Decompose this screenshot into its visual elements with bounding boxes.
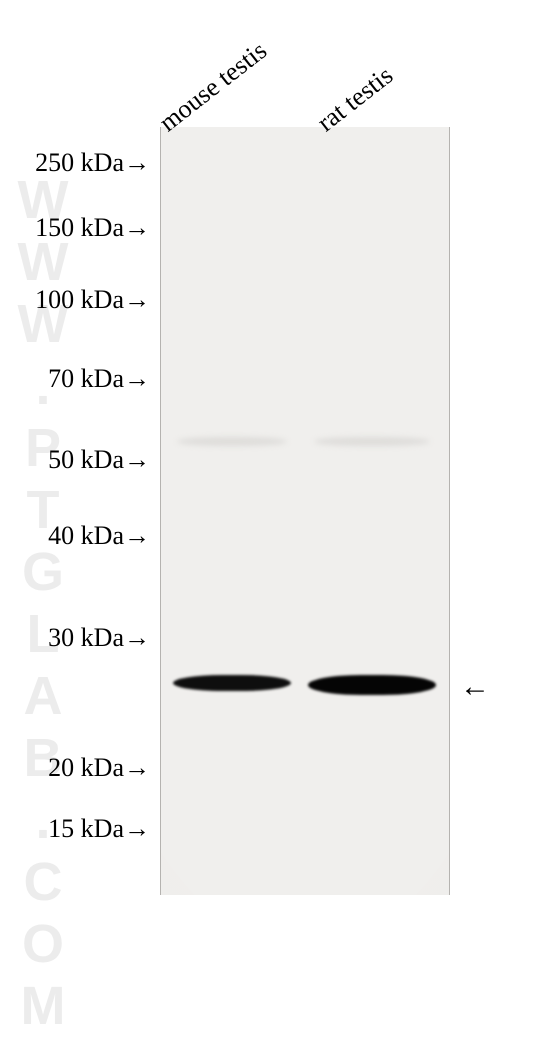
- target-band-arrow: ←: [460, 670, 490, 704]
- mw-marker-arrow-icon: →: [124, 147, 150, 177]
- mw-marker-label: 20 kDa→: [48, 752, 150, 783]
- mw-marker-label: 150 kDa→: [35, 212, 150, 243]
- blot-shadow: [161, 127, 449, 895]
- mw-marker-arrow-icon: →: [124, 813, 150, 843]
- mw-marker-value: 20 kDa: [48, 753, 124, 782]
- mw-marker-value: 100 kDa: [35, 285, 124, 314]
- band-lane-rat-testis-main: [308, 675, 436, 695]
- mw-marker-value: 70 kDa: [48, 364, 124, 393]
- mw-marker-arrow-icon: →: [124, 212, 150, 242]
- mw-marker-arrow-icon: →: [124, 752, 150, 782]
- mw-marker-label: 30 kDa→: [48, 622, 150, 653]
- mw-marker-arrow-icon: →: [124, 363, 150, 393]
- mw-marker-value: 250 kDa: [35, 148, 124, 177]
- lane-labels-group: mouse testisrat testis: [0, 0, 550, 130]
- mw-marker-arrow-icon: →: [124, 622, 150, 652]
- mw-marker-arrow-icon: →: [124, 284, 150, 314]
- mw-marker-label: 50 kDa→: [48, 444, 150, 475]
- band-lane-mouse-testis-faint: [177, 437, 287, 446]
- lane-label-lane-rat-testis: rat testis: [312, 61, 399, 138]
- mw-marker-label: 100 kDa→: [35, 284, 150, 315]
- mw-marker-value: 30 kDa: [48, 623, 124, 652]
- mw-marker-label: 40 kDa→: [48, 520, 150, 551]
- lane-label-lane-mouse-testis: mouse testis: [154, 36, 273, 138]
- mw-marker-label: 15 kDa→: [48, 813, 150, 844]
- mw-marker-value: 50 kDa: [48, 445, 124, 474]
- blot-membrane: [160, 127, 450, 895]
- mw-marker-value: 150 kDa: [35, 213, 124, 242]
- mw-marker-label: 70 kDa→: [48, 363, 150, 394]
- mw-marker-value: 15 kDa: [48, 814, 124, 843]
- band-lane-rat-testis-faint: [314, 437, 430, 446]
- mw-marker-arrow-icon: →: [124, 444, 150, 474]
- band-lane-mouse-testis-main: [173, 675, 291, 691]
- mw-marker-arrow-icon: →: [124, 520, 150, 550]
- mw-marker-value: 40 kDa: [48, 521, 124, 550]
- western-blot-figure: WWW.PTGLAB.COM mouse testisrat testis 25…: [0, 0, 550, 903]
- mw-marker-label: 250 kDa→: [35, 147, 150, 178]
